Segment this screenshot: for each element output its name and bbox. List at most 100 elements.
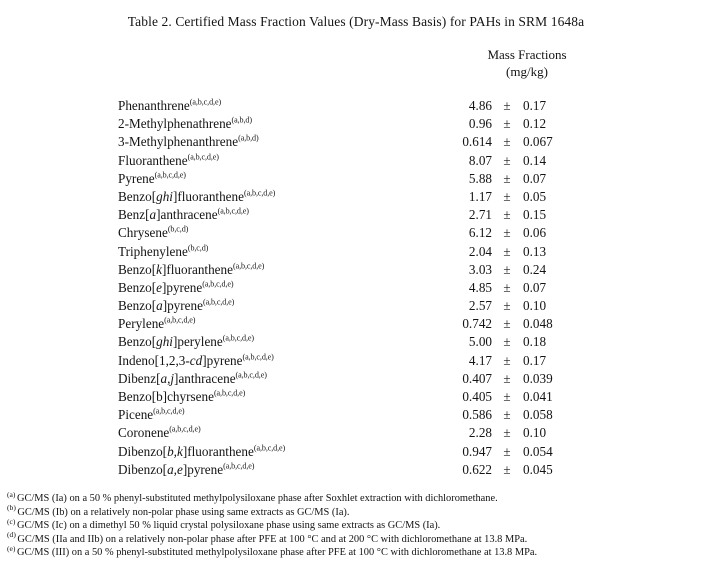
plus-minus-symbol: ±: [503, 389, 511, 404]
plus-minus-symbol: ±: [503, 443, 511, 459]
uncertainty-value: 0.05: [523, 188, 547, 204]
analyte-name: Pyrene(a,b,c,d,e): [118, 170, 186, 186]
analyte-name: Indeno[1,2,3-cd]pyrene(a,b,c,d,e): [118, 352, 274, 368]
uncertainty-value: 0.067: [523, 134, 553, 150]
analyte-footnote-markers: (a,b,c,d,e): [235, 370, 267, 380]
table-row: Pyrene(a,b,c,d,e) 5.88 ±0.07: [0, 171, 712, 189]
analyte-name: Benzo[a]pyrene(a,b,c,d,e): [118, 297, 235, 314]
analyte-footnote-markers: (a,b,c,d,e): [223, 461, 255, 471]
mass-fraction-value: 0.622: [462, 461, 492, 477]
analyte-footnote-markers: (a,b,c,d,e): [164, 315, 196, 325]
plus-minus-symbol: ±: [503, 225, 511, 241]
table-body: Phenanthrene(a,b,c,d,e) 4.86 ±0.17 2-Methyl…: [0, 98, 712, 480]
mass-fraction-value: 0.407: [462, 370, 492, 386]
footnote-text: GC/MS (III) on a 50 % phenyl-substituted…: [16, 547, 538, 559]
plus-minus-symbol: ±: [503, 370, 511, 386]
analyte-footnote-markers: (a,b,c,d,e): [243, 188, 276, 198]
table-row: Benzo[k]fluoranthene(a,b,c,d,e) 3.03 ±0.24: [0, 262, 712, 280]
analyte-footnote-markers: (a,b,c,d,e): [189, 97, 222, 107]
footnote-text: GC/MS (IIa and IIb) on a relatively non-…: [17, 533, 528, 545]
column-header-title: Mass Fractions: [487, 47, 567, 62]
table-row: Fluoranthene(a,b,c,d,e) 8.07 ±0.14: [0, 153, 712, 171]
analyte-name: Fluoranthene(a,b,c,d,e): [118, 152, 219, 168]
analyte-name: Dibenzo[b,k]fluoranthene(a,b,c,d,e): [118, 443, 286, 459]
table-row: Picene(a,b,c,d,e) 0.586 ±0.058: [0, 407, 712, 425]
plus-minus-symbol: ±: [503, 352, 511, 368]
footnote-list: (a) GC/MS (Ia) on a 50 % phenyl-substitut…: [7, 489, 707, 560]
plus-minus-symbol: ±: [503, 98, 511, 113]
mass-fraction-value: 1.17: [468, 188, 492, 204]
mass-fraction-value: 0.742: [462, 316, 492, 332]
table-row: 2-Methylphenathrene(a,b,d) 0.96 ±0.12: [0, 116, 712, 134]
footnote-marker: (a): [7, 489, 16, 499]
plus-minus-symbol: ±: [503, 461, 511, 477]
analyte-name: 3-Methylphenanthrene(a,b,d): [118, 133, 259, 150]
analyte-footnote-markers: (a,b,c,d,e): [242, 352, 274, 362]
uncertainty-value: 0.045: [523, 461, 553, 477]
mass-fraction-value: 0.614: [462, 134, 492, 150]
uncertainty-value: 0.041: [523, 389, 553, 404]
uncertainty-value: 0.14: [523, 152, 547, 168]
plus-minus-symbol: ±: [503, 334, 511, 350]
plus-minus-symbol: ±: [503, 116, 511, 132]
analyte-name: Benz[a]anthracene(a,b,c,d,e): [118, 206, 249, 223]
table-row: Dibenz[a,j]anthracene(a,b,c,d,e) 0.407 ±0.…: [0, 371, 712, 389]
analyte-footnote-markers: (a,b,c,d,e): [169, 424, 201, 434]
plus-minus-symbol: ±: [503, 261, 511, 277]
analyte-footnote-markers: (a,b,c,d,e): [202, 279, 234, 289]
uncertainty-value: 0.17: [523, 352, 547, 368]
plus-minus-symbol: ±: [503, 243, 511, 259]
table-row: Benzo[ghi]fluoranthene(a,b,c,d,e) 1.17 ±0.…: [0, 189, 712, 207]
table-row: Benzo[e]pyrene(a,b,c,d,e) 4.85 ±0.07: [0, 280, 712, 298]
uncertainty-value: 0.24: [523, 261, 547, 277]
analyte-footnote-markers: (a,b,c,d,e): [213, 388, 246, 398]
analyte-footnote-markers: (a,b,c,d,e): [153, 406, 185, 416]
mass-fraction-value: 3.03: [468, 261, 492, 277]
analyte-name: Benzo[e]pyrene(a,b,c,d,e): [118, 279, 234, 295]
table-row: Benzo[a]pyrene(a,b,c,d,e) 2.57 ±0.10: [0, 298, 712, 316]
column-header-unit: (mg/kg): [506, 64, 548, 79]
table-row: Dibenzo[a,e]pyrene(a,b,c,d,e) 0.622 ±0.045: [0, 462, 712, 480]
mass-fraction-value: 5.88: [468, 170, 492, 186]
mass-fraction-value: 2.04: [468, 243, 492, 259]
analyte-name: Dibenzo[a,e]pyrene(a,b,c,d,e): [118, 461, 255, 477]
uncertainty-value: 0.07: [523, 170, 547, 186]
mass-fraction-value: 0.405: [462, 389, 492, 404]
plus-minus-symbol: ±: [503, 279, 511, 295]
mass-fraction-value: 4.85: [468, 279, 492, 295]
table-row: Benz[a]anthracene(a,b,c,d,e) 2.71 ±0.15: [0, 207, 712, 225]
analyte-name: Benzo[ghi]perylene(a,b,c,d,e): [118, 334, 255, 350]
mass-fraction-value: 2.71: [468, 207, 492, 223]
uncertainty-value: 0.06: [523, 225, 547, 241]
table-row: Indeno[1,2,3-cd]pyrene(a,b,c,d,e) 4.17 ±0.…: [0, 353, 712, 371]
mass-fraction-value: 2.28: [468, 425, 492, 441]
plus-minus-symbol: ±: [503, 407, 511, 423]
plus-minus-symbol: ±: [503, 152, 511, 168]
table-row: Chrysene(b,c,d) 6.12 ±0.06: [0, 225, 712, 243]
analyte-footnote-markers: (a,b,c,d,e): [202, 297, 235, 307]
mass-fraction-value: 2.57: [468, 298, 492, 314]
uncertainty-value: 0.07: [523, 279, 547, 295]
footnote-marker: (e): [7, 543, 16, 553]
analyte-footnote-markers: (b,c,d): [187, 243, 209, 253]
footnote-marker: (c): [7, 516, 16, 526]
analyte-name: Phenanthrene(a,b,c,d,e): [118, 97, 222, 113]
footnote-text: GC/MS (Ib) on a relatively non-polar pha…: [17, 506, 350, 518]
mass-fraction-value: 0.586: [462, 407, 492, 423]
mass-fraction-value: 4.86: [468, 98, 492, 113]
mass-fraction-value: 0.96: [468, 116, 492, 132]
table-row: Coronene(a,b,c,d,e) 2.28 ±0.10: [0, 425, 712, 443]
table-row: Perylene(a,b,c,d,e) 0.742 ±0.048: [0, 316, 712, 334]
footnote-text: GC/MS (Ic) on a dimethyl 50 % liquid cry…: [16, 520, 441, 532]
footnote-item: (c) GC/MS (Ic) on a dimethyl 50 % liquid …: [7, 516, 707, 533]
analyte-name: Coronene(a,b,c,d,e): [118, 424, 201, 441]
analyte-name: Triphenylene(b,c,d): [118, 243, 209, 259]
footnote-text: GC/MS (Ia) on a 50 % phenyl-substituted …: [16, 493, 498, 504]
analyte-name: 2-Methylphenathrene(a,b,d): [118, 115, 252, 132]
plus-minus-symbol: ±: [503, 207, 511, 223]
column-header: Mass Fractions (mg/kg): [437, 46, 617, 80]
uncertainty-value: 0.048: [523, 316, 553, 332]
analyte-name: Chrysene(b,c,d): [118, 224, 189, 241]
analyte-footnote-markers: (b,c,d): [167, 224, 189, 234]
